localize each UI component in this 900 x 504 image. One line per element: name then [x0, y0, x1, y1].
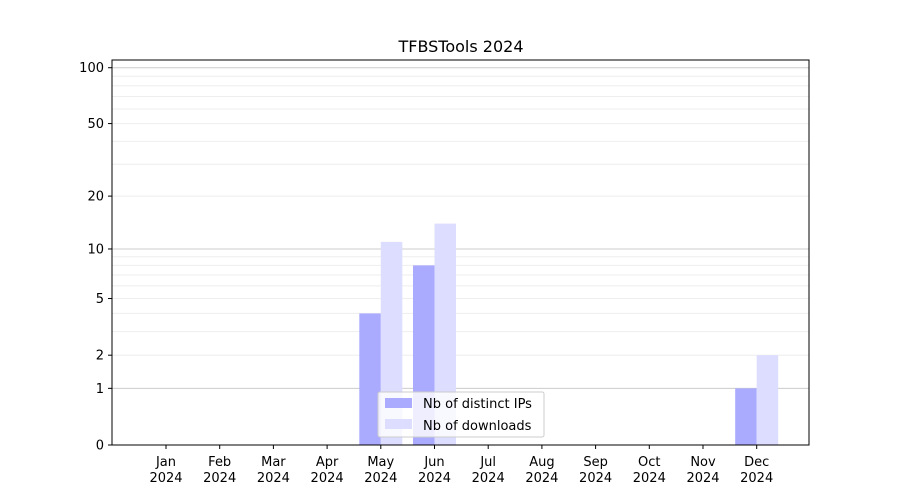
x-tick-label: 2024 — [364, 471, 397, 486]
x-tick-label: 2024 — [633, 471, 666, 486]
x-tick-label: 2024 — [311, 471, 344, 486]
x-tick-label: 2024 — [472, 471, 505, 486]
x-tick-label: 2024 — [257, 471, 290, 486]
plot-frame — [111, 59, 810, 446]
x-tick-label: 2024 — [686, 471, 719, 486]
x-tick-label: 2024 — [149, 471, 182, 486]
y-tick-label: 2 — [96, 349, 104, 364]
x-tick-label: 2024 — [203, 471, 236, 486]
grid — [112, 67, 809, 389]
x-tick-label: 2024 — [579, 471, 612, 486]
y-tick-label: 10 — [87, 242, 104, 257]
y-axis: 0 1 2 5 10 20 50 100 — [79, 61, 112, 454]
legend-swatch-distinct-ips — [385, 398, 412, 408]
x-axis: Jan2024Feb2024Mar2024Apr2024May2024Jun20… — [149, 445, 773, 486]
bar-distinct-ips — [359, 313, 381, 445]
x-tick-label: Jun — [423, 455, 444, 470]
legend-label-downloads: Nb of downloads — [423, 419, 532, 434]
x-tick-label: Nov — [690, 455, 716, 470]
x-tick-label: Dec — [744, 455, 769, 470]
x-tick-label: Feb — [208, 455, 231, 470]
legend-swatch-downloads — [385, 419, 412, 429]
bar-downloads — [756, 355, 779, 445]
y-tick-label: 20 — [87, 190, 104, 205]
x-tick-label: Jul — [479, 455, 496, 470]
legend-box — [377, 391, 545, 438]
x-tick-label: Mar — [261, 455, 286, 470]
y-tick-label: 100 — [79, 61, 104, 76]
x-tick-label: 2024 — [525, 471, 558, 486]
bar-distinct-ips — [735, 388, 757, 445]
legend-label-distinct-ips: Nb of distinct IPs — [423, 397, 532, 412]
x-tick-label: Jan — [155, 455, 176, 470]
y-tick-label: 5 — [96, 292, 104, 307]
y-tick-label: 50 — [87, 117, 104, 132]
x-tick-label: Oct — [638, 455, 660, 470]
chart-title: TFBSTools 2024 — [397, 37, 523, 56]
bar-downloads — [434, 223, 456, 445]
x-tick-label: May — [367, 455, 394, 470]
x-tick-label: 2024 — [740, 471, 773, 486]
x-tick-label: Apr — [316, 455, 339, 470]
legend: Nb of distinct IPs Nb of downloads — [377, 391, 545, 438]
y-tick-label: 1 — [96, 382, 104, 397]
x-tick-label: Sep — [583, 455, 608, 470]
x-tick-label: 2024 — [418, 471, 451, 486]
y-tick-label: 0 — [96, 439, 104, 454]
x-tick-label: Aug — [529, 455, 554, 470]
